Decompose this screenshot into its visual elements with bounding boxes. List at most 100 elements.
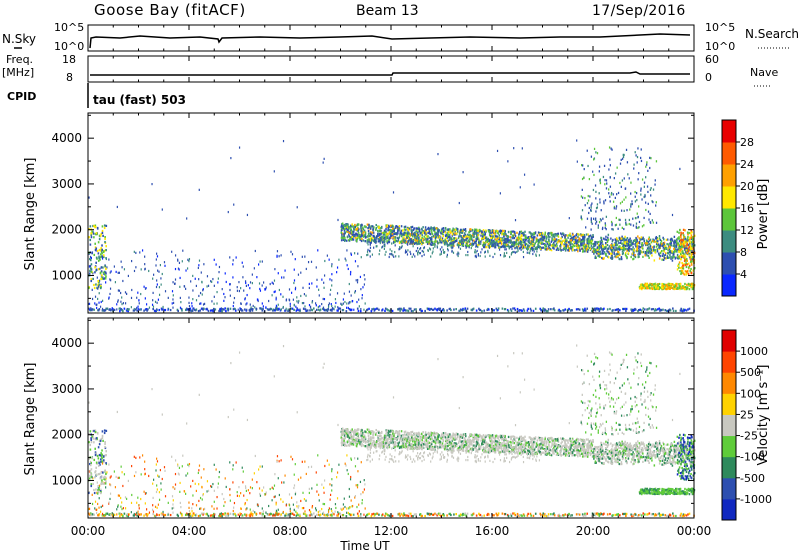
power-cell (527, 308, 529, 310)
power-cell (623, 228, 624, 230)
power-cell (368, 241, 370, 243)
power-cell (105, 268, 107, 270)
power-cell (625, 245, 627, 247)
power-cell (108, 258, 109, 260)
power-cell (254, 306, 255, 308)
velocity-cell (320, 514, 322, 516)
power-cell (579, 240, 581, 242)
power-cell (92, 298, 93, 300)
power-cell (539, 254, 540, 256)
power-cell (194, 309, 195, 311)
power-cell (208, 285, 209, 287)
power-cell (137, 306, 138, 308)
power-cell (679, 229, 681, 231)
power-cell (675, 250, 677, 252)
power-cell (542, 232, 544, 234)
power-cell (319, 294, 320, 296)
power-cell (632, 203, 633, 205)
power-cell (604, 251, 606, 253)
power-cell (508, 310, 510, 312)
power-cell (98, 252, 100, 254)
power-cell (505, 308, 507, 310)
power-cell (406, 309, 408, 311)
power-cell (143, 310, 145, 312)
power-cell (318, 289, 319, 291)
power-cell (385, 251, 386, 253)
power-cell (356, 240, 358, 242)
power-cell (511, 248, 512, 250)
power-cell (370, 242, 371, 244)
power-cell (360, 229, 362, 231)
power-cell (508, 239, 510, 241)
power-cell (667, 285, 669, 287)
power-cell (608, 188, 609, 190)
velocity-cell (514, 514, 516, 516)
power-cell (531, 247, 532, 249)
power-cell (582, 244, 584, 246)
power-cell (600, 182, 601, 184)
power-cell (587, 165, 588, 167)
power-cell (399, 236, 401, 238)
power-cell (590, 228, 591, 230)
power-cell (480, 241, 482, 243)
power-cell (548, 308, 550, 310)
velocity-cell (405, 514, 407, 516)
power-cell (599, 192, 600, 194)
power-cell (563, 245, 565, 247)
velocity-cell (546, 515, 548, 517)
velocity-cell (563, 514, 565, 516)
power-cell (683, 236, 685, 238)
power-cell (504, 243, 506, 245)
nsearch-label: N.Search (745, 27, 799, 41)
power-cell (294, 304, 295, 306)
power-cell (355, 233, 357, 235)
power-cell (610, 237, 612, 239)
power-cell (413, 239, 415, 241)
power-cell (117, 206, 118, 208)
power-cell (379, 230, 381, 232)
power-cell (449, 238, 451, 240)
power-cell (653, 246, 655, 248)
power-cell (430, 233, 432, 235)
power-cell (93, 254, 95, 256)
power-cell (608, 192, 609, 194)
power-cell (576, 308, 578, 310)
power-cell (489, 240, 491, 242)
power-cell (102, 230, 104, 232)
power-cell (645, 209, 646, 211)
power-cell (652, 240, 654, 242)
power-cell (611, 249, 613, 251)
power-cell (656, 201, 657, 203)
power-cell (451, 237, 453, 239)
power-cell (449, 244, 450, 246)
power-cell (524, 241, 525, 243)
power-cell (583, 242, 585, 244)
power-cell (579, 309, 581, 311)
power-cell (492, 229, 494, 231)
power-cell (639, 242, 641, 244)
power-cell (626, 308, 628, 310)
power-cell (221, 307, 222, 309)
power-cell (156, 253, 157, 255)
power-cell (165, 309, 167, 311)
power-cell (421, 255, 422, 257)
power-cell (638, 216, 639, 218)
power-cell (198, 264, 199, 266)
power-cell (646, 161, 647, 163)
power-cell (626, 209, 627, 211)
power-cell (134, 251, 135, 253)
power-cell (464, 307, 466, 309)
power-cell (485, 233, 487, 235)
power-cell (678, 285, 680, 287)
power-cell (198, 278, 199, 280)
power-cell (101, 249, 103, 251)
power-cell (595, 191, 596, 193)
power-cell (622, 227, 623, 229)
power-cell (364, 274, 365, 276)
power-cell (295, 258, 296, 260)
power-cell (582, 250, 584, 252)
power-cell (105, 308, 106, 310)
power-cell (456, 233, 458, 235)
power-cell (633, 164, 634, 166)
power-cell (131, 289, 132, 291)
